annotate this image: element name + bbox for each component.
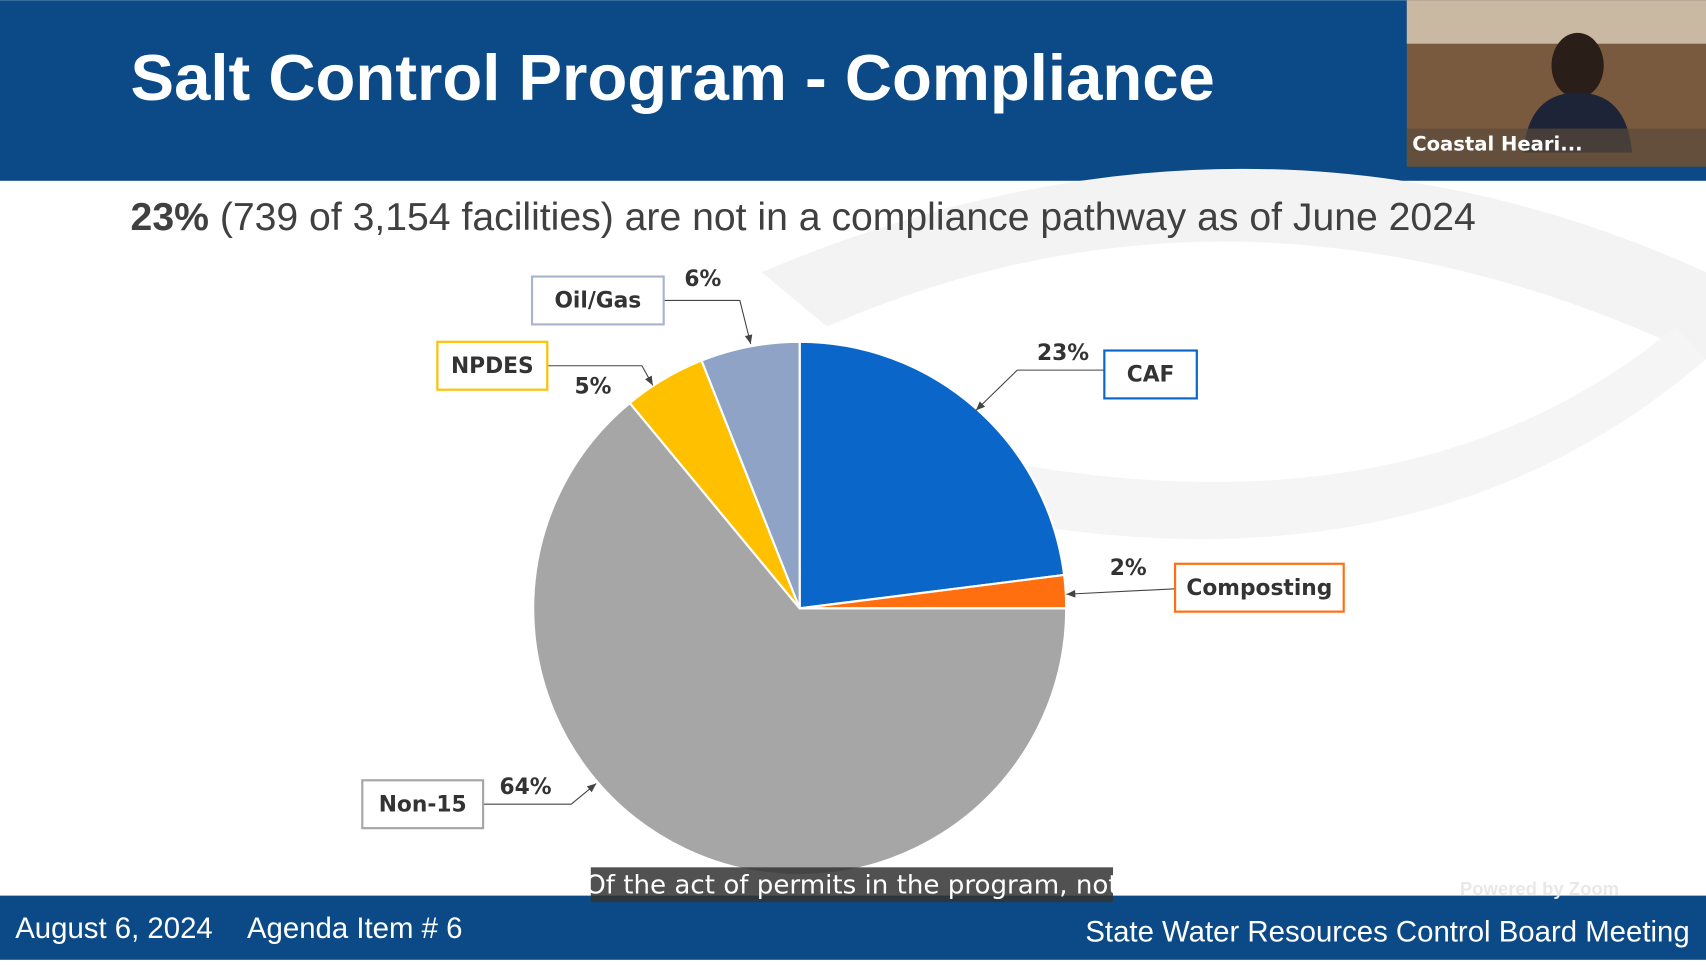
category-label: Non-15 [379, 792, 467, 817]
value-label: 23% [1037, 341, 1089, 366]
value-label: 6% [684, 267, 721, 292]
label-box [1103, 349, 1198, 400]
leader-line [663, 299, 752, 345]
value-label: 64% [499, 775, 551, 800]
category-label: CAF [1127, 363, 1175, 388]
background-swoosh [957, 326, 1706, 540]
participant-name: Coastal Heari... [1412, 132, 1582, 155]
footer-date: August 6, 2024 [15, 912, 213, 945]
pie-slice [532, 401, 1068, 877]
category-label: NPDES [451, 354, 534, 379]
slide-title: Salt Control Program - Compliance [131, 41, 1215, 114]
footer-bar [0, 895, 1706, 960]
leader-arrow [586, 783, 597, 793]
video-tile: Coastal Heari... [1406, 0, 1706, 167]
summary: 23% (739 of 3,154 facilities) are not in… [131, 196, 1476, 239]
zoom-watermark: Powered by Zoom [1460, 878, 1619, 899]
leader-line [1066, 588, 1176, 595]
summary-text: (739 of 3,154 facilities) are not in a c… [220, 196, 1476, 239]
value-label: 2% [1110, 556, 1147, 581]
label-box [530, 275, 665, 326]
caption: Of the act of permits in the program, no… [585, 870, 1118, 900]
label-box [436, 340, 549, 391]
video-desk [1406, 128, 1706, 167]
pie-slice [798, 340, 1066, 610]
pie-chart: CAF 23% Composting 2% Non-15 64% NPDES 5% Oil/Ga… [361, 267, 1345, 877]
caption-box [590, 867, 1114, 903]
summary-highlight: 23% [131, 196, 209, 239]
leader-arrow [744, 334, 753, 344]
footer-meeting: State Water Resources Control Board Meet… [1085, 915, 1689, 948]
label-box [1173, 562, 1345, 613]
label-box [361, 779, 485, 830]
leader-arrow [975, 401, 986, 411]
video-wall [1406, 0, 1706, 44]
category-label: Oil/Gas [554, 289, 641, 314]
background-swoosh [761, 168, 1706, 360]
video-person-head [1551, 32, 1604, 99]
category-label: Composting [1186, 576, 1332, 601]
leader-arrow [1066, 589, 1076, 598]
value-label: 5% [574, 375, 611, 400]
footer-agenda: Agenda Item # 6 [247, 912, 462, 945]
leader-arrow [645, 375, 653, 386]
leader-line [483, 783, 597, 805]
leader-line [975, 369, 1105, 411]
pie-slice [700, 340, 801, 609]
